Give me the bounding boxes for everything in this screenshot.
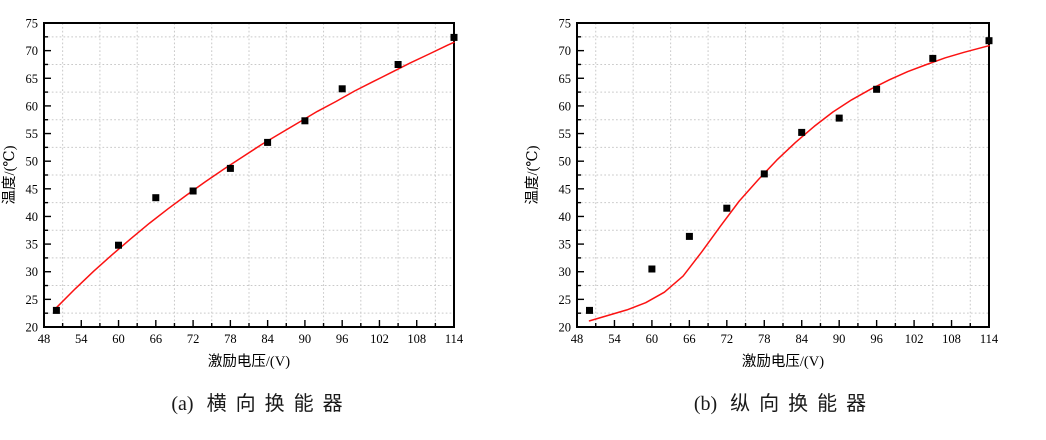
tick-labels: 48 54 60 66 72 78 84 90 96 102 108 114 20 25 30 35 40 45 5… bbox=[26, 17, 464, 347]
y-tick-label: 25 bbox=[26, 293, 39, 307]
x-tick-label: 96 bbox=[336, 332, 349, 346]
data-point bbox=[723, 204, 731, 212]
caption-a-title: 横向换能器 bbox=[206, 393, 352, 415]
y-tick-label: 45 bbox=[26, 182, 39, 196]
data-points bbox=[52, 33, 458, 314]
y-tick-label: 65 bbox=[26, 72, 39, 86]
axis-ticks bbox=[576, 22, 990, 328]
y-tick-label: 55 bbox=[559, 127, 572, 141]
chart-panel-b: 48 54 60 66 72 78 84 90 96 102 108 114 20 25 30 35 40 45 5… bbox=[523, 0, 1046, 440]
x-tick-label: 84 bbox=[795, 332, 808, 346]
x-tick-label: 108 bbox=[942, 332, 961, 346]
data-point bbox=[301, 117, 309, 125]
y-tick-label: 70 bbox=[559, 44, 572, 58]
plot-b-svg: 48 54 60 66 72 78 84 90 96 102 108 114 20 25 30 35 40 45 5… bbox=[524, 17, 999, 371]
x-tick-label: 84 bbox=[261, 332, 274, 346]
caption-b: (b) 纵向换能器 bbox=[523, 387, 1046, 416]
x-tick-label: 78 bbox=[224, 332, 237, 346]
x-tick-label: 114 bbox=[980, 332, 999, 346]
y-tick-label: 20 bbox=[559, 321, 572, 335]
data-point bbox=[450, 33, 458, 41]
gridlines bbox=[577, 23, 989, 327]
x-tick-label: 72 bbox=[187, 332, 200, 346]
data-point bbox=[985, 37, 993, 45]
data-point bbox=[52, 306, 60, 314]
fit-curve bbox=[55, 41, 455, 309]
data-point bbox=[394, 61, 402, 68]
y-tick-label: 75 bbox=[26, 17, 39, 31]
data-point bbox=[648, 265, 656, 273]
x-tick-label: 102 bbox=[370, 332, 389, 346]
data-point bbox=[685, 232, 693, 240]
x-tick-label: 60 bbox=[112, 332, 125, 346]
y-tick-label: 45 bbox=[559, 182, 572, 196]
x-tick-label: 78 bbox=[758, 332, 771, 346]
y-tick-label: 60 bbox=[26, 99, 39, 113]
caption-a: (a) 横向换能器 bbox=[0, 387, 523, 416]
caption-b-title: 纵向换能器 bbox=[730, 393, 876, 415]
x-tick-label: 48 bbox=[571, 332, 584, 346]
x-tick-label: 60 bbox=[646, 332, 659, 346]
y-tick-label: 40 bbox=[26, 210, 39, 224]
data-point bbox=[586, 306, 593, 314]
data-point bbox=[873, 85, 881, 93]
x-tick-label: 66 bbox=[150, 332, 163, 346]
y-tick-label: 30 bbox=[26, 265, 39, 279]
data-point bbox=[929, 54, 937, 62]
y-tick-label: 35 bbox=[26, 238, 39, 252]
tick-labels: 48 54 60 66 72 78 84 90 96 102 108 114 20 25 30 35 40 45 5… bbox=[559, 17, 999, 347]
y-tick-label: 60 bbox=[559, 99, 572, 113]
x-tick-label: 96 bbox=[870, 332, 883, 346]
chart-panel-a: 48 54 60 66 72 78 84 90 96 102 108 114 20 25 30 35 40 45 5… bbox=[0, 17, 523, 416]
data-point bbox=[264, 138, 272, 146]
caption-a-index: (a) bbox=[171, 393, 194, 415]
y-tick-label: 70 bbox=[26, 44, 39, 58]
data-point bbox=[152, 194, 160, 202]
x-tick-label: 72 bbox=[721, 332, 734, 346]
y-tick-label: 75 bbox=[559, 17, 572, 31]
y-tick-label: 40 bbox=[559, 210, 572, 224]
x-axis-title: 激励电压/(V) bbox=[208, 353, 290, 370]
y-tick-label: 65 bbox=[559, 72, 572, 86]
plot-a-svg: 48 54 60 66 72 78 84 90 96 102 108 114 20 25 30 35 40 45 5… bbox=[1, 17, 464, 371]
y-tick-label: 50 bbox=[26, 155, 39, 169]
y-axis-title: 温度/(℃) bbox=[524, 145, 541, 204]
x-tick-label: 90 bbox=[833, 332, 846, 346]
gridlines bbox=[44, 23, 454, 327]
data-point bbox=[760, 170, 768, 178]
data-point bbox=[226, 164, 234, 172]
data-points bbox=[586, 37, 993, 314]
x-tick-label: 48 bbox=[38, 332, 51, 346]
y-axis-title: 温度/(℃) bbox=[1, 145, 18, 204]
y-tick-label: 55 bbox=[26, 127, 39, 141]
y-tick-label: 30 bbox=[559, 265, 572, 279]
x-tick-label: 102 bbox=[905, 332, 924, 346]
data-point bbox=[798, 128, 806, 136]
caption-b-index: (b) bbox=[693, 393, 718, 415]
x-tick-label: 108 bbox=[407, 332, 426, 346]
x-tick-label: 114 bbox=[445, 332, 464, 346]
y-tick-label: 35 bbox=[559, 238, 572, 252]
y-tick-label: 25 bbox=[559, 293, 572, 307]
y-tick-label: 20 bbox=[26, 321, 39, 335]
data-point bbox=[835, 114, 843, 122]
axis-ticks bbox=[43, 22, 455, 328]
x-tick-label: 66 bbox=[683, 332, 696, 346]
x-axis-title: 激励电压/(V) bbox=[742, 353, 824, 370]
fit-curve bbox=[588, 44, 990, 322]
x-tick-label: 54 bbox=[608, 332, 621, 346]
y-tick-label: 50 bbox=[559, 155, 572, 169]
data-point bbox=[338, 85, 346, 93]
x-tick-label: 54 bbox=[75, 332, 88, 346]
data-point bbox=[189, 187, 197, 195]
data-point bbox=[115, 241, 122, 249]
x-tick-label: 90 bbox=[299, 332, 312, 346]
